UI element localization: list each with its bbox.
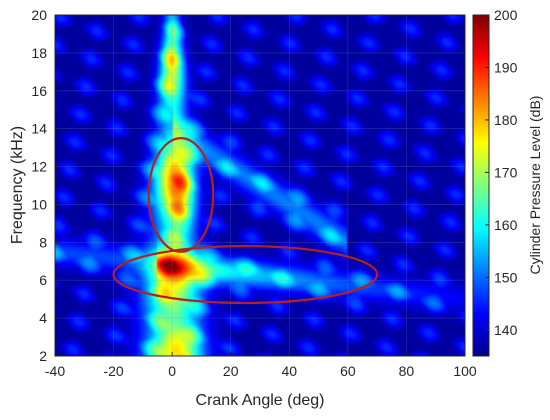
annotation-ellipse-2 [112,245,379,305]
y-tick-label: 14 [31,121,47,137]
colorbar-tick-label: 150 [494,269,518,285]
colorbar: 140 150 160 170 180 190 200 Cylinder Pressure … [472,7,543,357]
grid-lines [55,15,465,356]
y-tick-label: 8 [39,234,47,250]
y-tick-label: 6 [39,272,47,288]
y-tick-label: 12 [31,159,47,175]
annotation-ellipse-1 [147,137,215,253]
colorbar-tick-label: 140 [494,322,518,338]
plot-frame [54,14,466,357]
y-tick-label: 4 [39,310,47,326]
colorbar-ticks: 140 150 160 170 180 190 200 [485,7,518,338]
x-tick-label: 0 [168,363,176,379]
plot-area [54,14,466,357]
colorbar-tick-label: 200 [494,7,518,23]
x-tick-label: 40 [281,363,297,379]
colorbar-tick-label: 160 [494,217,518,233]
y-tick-label: 18 [31,45,47,61]
colorbar-label: Cylinder Pressure Level (dB) [527,96,543,275]
x-tick-label: 80 [399,363,415,379]
y-tick-label: 20 [31,7,47,23]
y-tick-label: 16 [31,83,47,99]
colorbar-gradient [472,14,490,357]
x-tick-label: 60 [340,363,356,379]
colorbar-tick-label: 180 [494,112,518,128]
x-tick-label: 100 [453,363,477,379]
x-axis-ticks: -40 -20 0 20 40 60 80 100 [45,352,477,379]
colorbar-tick-label: 190 [494,59,518,75]
x-tick-label: -20 [103,363,123,379]
y-axis-ticks: 2 4 6 8 10 12 14 16 18 20 [31,7,59,364]
heatmap-image [55,15,465,356]
y-tick-label: 2 [39,348,47,364]
x-tick-label: -40 [45,363,65,379]
y-axis-label: Frequency (kHz) [9,126,26,244]
x-axis-label: Crank Angle (deg) [196,392,325,409]
x-tick-label: 20 [223,363,239,379]
y-tick-label: 10 [31,196,47,212]
colorbar-tick-label: 170 [494,164,518,180]
annotation-ellipses [112,137,379,305]
